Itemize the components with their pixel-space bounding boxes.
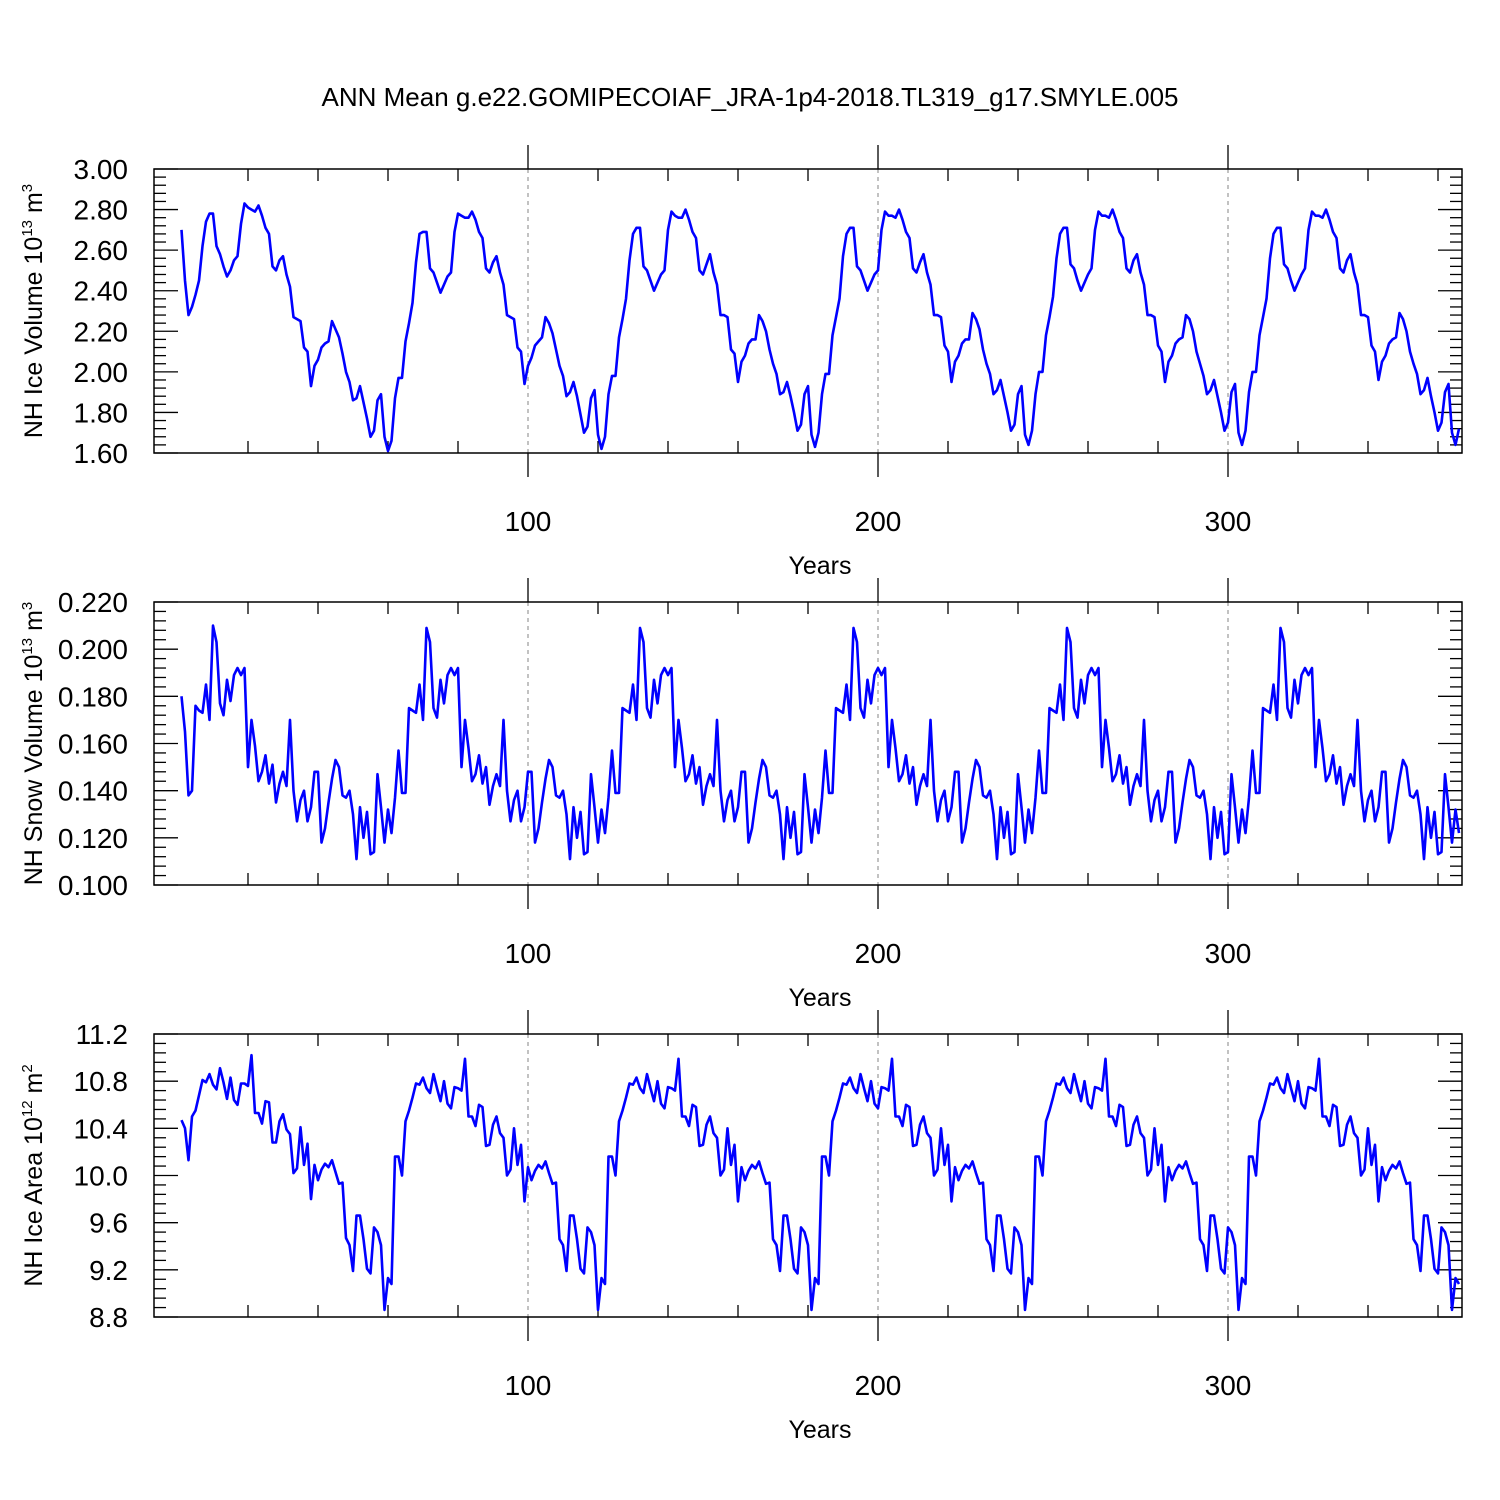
y-tick-label: 0.160 bbox=[58, 729, 128, 760]
plot-frame bbox=[153, 1033, 1463, 1318]
x-tick-label: 200 bbox=[855, 506, 902, 537]
y-tick-label: 10.0 bbox=[74, 1161, 129, 1192]
panel-2: 0.100 0.120 0.140 0.160 0.180 0.200 0.220 100 20… bbox=[19, 578, 1463, 1012]
x-axis-title: Years bbox=[788, 1416, 851, 1444]
y-tick-label: 8.8 bbox=[89, 1302, 128, 1333]
y-axis-title-unit-exponent: 2 bbox=[19, 1064, 36, 1072]
y-tick-label: 0.140 bbox=[58, 776, 128, 807]
y-axis-title-unit-exponent: 3 bbox=[19, 184, 36, 192]
y-tick-label: 2.80 bbox=[74, 195, 129, 226]
series-line bbox=[180, 1053, 1461, 1312]
y-tick-label: 1.60 bbox=[74, 438, 129, 469]
y-tick-label: 0.220 bbox=[58, 587, 128, 618]
x-tick-label: 200 bbox=[855, 938, 902, 969]
plot-frame bbox=[153, 601, 1463, 886]
y-tick-label: 1.80 bbox=[74, 397, 129, 428]
y-tick-label: 10.4 bbox=[74, 1113, 129, 1144]
series-line bbox=[180, 624, 1461, 861]
y-tick-label: 2.60 bbox=[74, 235, 129, 266]
y-axis-title-unit: m bbox=[20, 1073, 48, 1101]
y-tick-label: 0.100 bbox=[58, 870, 128, 901]
y-axis-title-unit: m bbox=[20, 610, 48, 638]
x-tick-label: 100 bbox=[505, 1370, 552, 1401]
y-tick-label: 10.8 bbox=[74, 1066, 129, 1097]
plot-frame bbox=[153, 168, 1463, 454]
y-tick-label: 9.2 bbox=[89, 1255, 128, 1286]
y-axis-title-text: NH Ice Area 10 bbox=[20, 1117, 48, 1287]
chart-title: ANN Mean g.e22.GOMIPECOIAF_JRA-1p4-2018.… bbox=[322, 82, 1179, 112]
y-axis-title-exponent: 13 bbox=[19, 220, 36, 237]
x-tick-label: 200 bbox=[855, 1370, 902, 1401]
y-axis-title: NH Ice Volume 1013 m3 bbox=[19, 184, 48, 438]
x-tick-label: 300 bbox=[1205, 1370, 1252, 1401]
y-tick-label: 9.6 bbox=[89, 1208, 128, 1239]
series-line bbox=[180, 202, 1461, 453]
y-tick-label: 0.180 bbox=[58, 681, 128, 712]
y-axis-title-unit: m bbox=[20, 192, 48, 220]
y-axis-title: NH Snow Volume 1013 m3 bbox=[19, 602, 48, 886]
y-axis-title-exponent: 13 bbox=[19, 638, 36, 655]
y-tick-label: 2.40 bbox=[74, 276, 129, 307]
y-tick-label: 11.2 bbox=[76, 1019, 128, 1050]
panel-3: 8.8 9.2 9.6 10.0 10.4 10.8 11.2 100 200 300 Years N… bbox=[19, 1010, 1463, 1444]
y-tick-label: 3.00 bbox=[74, 154, 129, 185]
y-axis-title-exponent: 12 bbox=[19, 1100, 36, 1117]
y-tick-label: 0.120 bbox=[58, 823, 128, 854]
x-axis-title: Years bbox=[788, 984, 851, 1012]
x-tick-label: 100 bbox=[505, 938, 552, 969]
x-tick-label: 300 bbox=[1205, 506, 1252, 537]
y-tick-label: 2.00 bbox=[74, 357, 129, 388]
y-tick-label: 0.200 bbox=[58, 634, 128, 665]
y-axis-title-text: NH Snow Volume 10 bbox=[20, 655, 48, 886]
x-axis-title: Years bbox=[788, 552, 851, 580]
x-tick-label: 100 bbox=[505, 506, 552, 537]
y-tick-label: 2.20 bbox=[74, 316, 129, 347]
panel-1: 1.60 1.80 2.00 2.20 2.40 2.60 2.80 3.00 100 200 30… bbox=[19, 145, 1463, 580]
x-tick-label: 300 bbox=[1205, 938, 1252, 969]
y-axis-title: NH Ice Area 1012 m2 bbox=[19, 1064, 48, 1286]
y-axis-title-unit-exponent: 3 bbox=[19, 602, 36, 610]
y-axis-title-text: NH Ice Volume 10 bbox=[20, 237, 48, 439]
